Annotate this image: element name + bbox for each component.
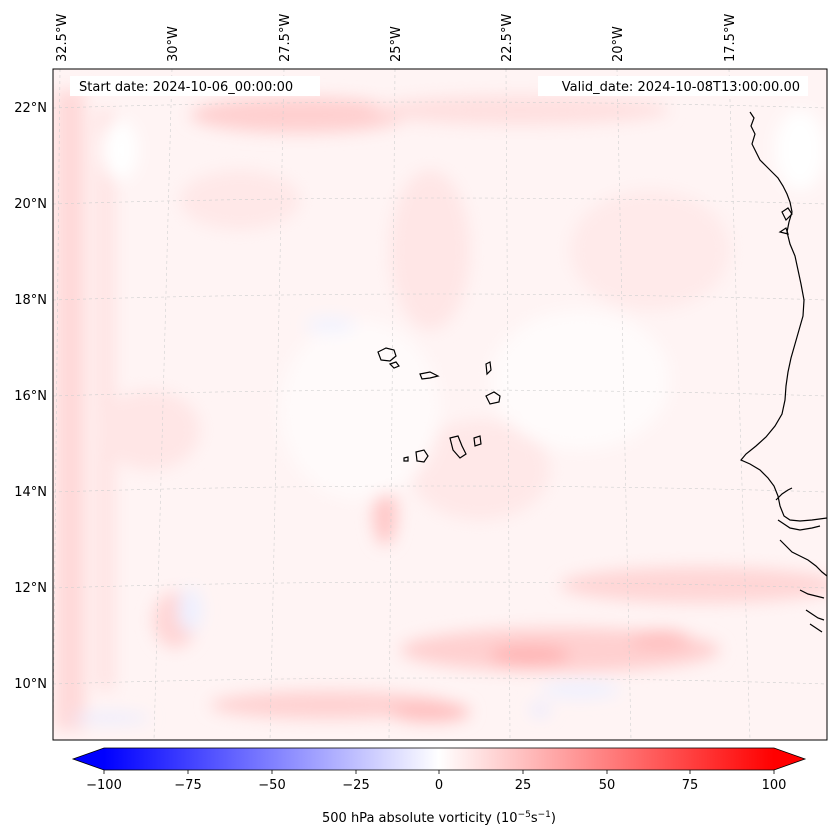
gridlines (53, 69, 827, 740)
coast-senegal-islands (778, 207, 793, 235)
coast-gambia (775, 487, 821, 531)
cape-verde-islands (377, 347, 501, 463)
lon-label: 30°W (166, 26, 181, 62)
island-brava (403, 456, 409, 462)
lat-label: 14°N (14, 485, 47, 500)
island-sao-vicente (388, 361, 400, 369)
cbar-tick-label: 50 (599, 778, 616, 793)
lon-label: 27.5°W (278, 14, 293, 62)
colorbar-ticks (103, 770, 775, 774)
colorbar-max-extend (774, 748, 805, 770)
lat-label: 18°N (14, 293, 47, 308)
cbar-tick-label: −75 (174, 778, 201, 793)
colorbar-fill (104, 748, 774, 770)
island-fogo (415, 449, 429, 463)
map-frame (52, 68, 828, 741)
island-sao-nicolau (419, 371, 440, 380)
start-date-label: Start date: 2024-10-06_00:00:00 (79, 80, 293, 95)
lon-label: 25°W (389, 26, 404, 62)
island-maio (473, 435, 482, 447)
cbar-tick-label: 25 (515, 778, 532, 793)
cbar-tick-label: −25 (342, 778, 369, 793)
start-date-box (70, 76, 320, 96)
vorticity-map (53, 69, 827, 740)
valid-date-label: Valid_date: 2024-10-08T13:00:00.00 (562, 80, 800, 95)
vorticity-field (55, 90, 827, 730)
cbar-tick-label: 100 (762, 778, 787, 793)
lat-label: 20°N (14, 197, 47, 212)
cbar-tick-label: −50 (258, 778, 285, 793)
longitude-labels: 32.5°W 30°W 27.5°W 25°W 22.5°W 20°W 17.5… (55, 14, 738, 62)
cbar-tick-label: 0 (435, 778, 443, 793)
lon-label: 32.5°W (55, 14, 70, 62)
valid-date-box (538, 76, 808, 96)
lat-label: 22°N (14, 101, 47, 116)
lon-label: 17.5°W (723, 14, 738, 62)
colorbar: −100 −75 −50 −25 0 25 50 75 100 500 hPa … (71, 747, 807, 826)
colorbar-label: 500 hPa absolute vorticity (10−5s−1) (322, 810, 556, 826)
cbar-tick-label: 75 (682, 778, 699, 793)
african-coastline (740, 111, 827, 522)
cbar-tick-label: −100 (86, 778, 122, 793)
lon-label: 22.5°W (500, 14, 515, 62)
coastlines (740, 111, 827, 633)
island-santo-antao (377, 347, 397, 362)
latitude-labels: 22°N 20°N 18°N 16°N 14°N 12°N 10°N (14, 101, 47, 692)
lat-label: 16°N (14, 389, 47, 404)
coast-guinea-bissau (779, 539, 827, 633)
island-sal (485, 361, 492, 376)
colorbar-min-extend (73, 748, 104, 770)
lat-label: 12°N (14, 581, 47, 596)
colorbar-tick-labels: −100 −75 −50 −25 0 25 50 75 100 (86, 778, 786, 793)
lat-label: 10°N (14, 677, 47, 692)
island-boa-vista (485, 391, 501, 405)
island-santiago (449, 435, 467, 459)
lon-label: 20°W (611, 26, 626, 62)
